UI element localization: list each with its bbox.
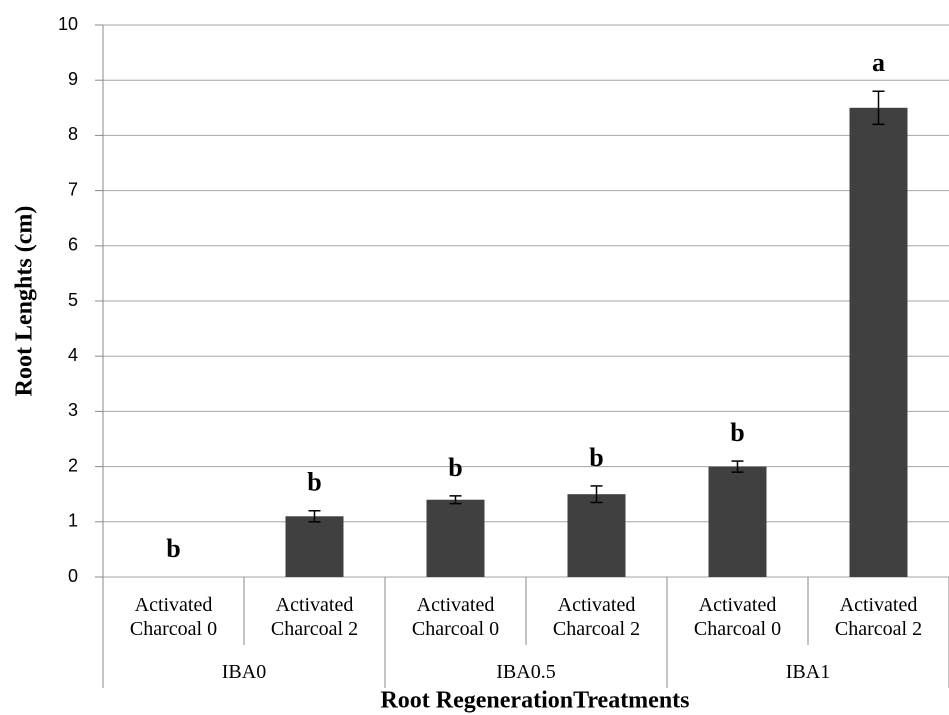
value-label: b [166,534,180,563]
error-bar [449,495,462,505]
y-axis-label: Root Lenghts (cm) [12,206,38,397]
value-label: b [448,453,462,482]
x-tick-label: Activated Charcoal 2 [834,594,923,640]
error-bar [590,485,603,504]
y-tick-label: 8 [68,124,78,144]
y-tick-label: 9 [68,69,78,89]
bar [849,107,908,578]
x-tick-label: Activated Charcoal 2 [270,594,359,640]
x-tick-label: Activated Charcoal 0 [129,594,218,640]
bar [708,466,767,577]
group-label: IBA1 [785,661,831,683]
y-tick-label: 4 [68,345,78,365]
y-tick-label: 5 [68,290,78,310]
y-tick-label: 1 [68,511,78,531]
x-axis-label: Root RegenerationTreatments [380,688,689,714]
y-tick-label: 6 [68,235,78,255]
x-tick-label: Activated Charcoal 2 [552,594,641,640]
x-tick-label: Activated Charcoal 0 [411,594,500,640]
y-tick-label: 3 [68,400,78,420]
y-tick-label: 2 [68,455,78,475]
error-bar [872,90,885,126]
x-tick-label: Activated Charcoal 0 [693,594,782,640]
error-bar [731,460,744,473]
group-label: IBA0.5 [496,661,556,683]
bar [567,494,626,577]
bar [285,516,344,577]
y-tick-label: 7 [68,179,78,199]
y-tick-label: 0 [68,566,78,586]
y-tick-label: 10 [58,14,78,34]
error-bar [308,510,321,523]
value-label: a [872,48,885,77]
value-label: b [730,418,744,447]
group-label: IBA0 [221,661,267,683]
value-label: b [589,443,603,472]
value-label: b [307,468,321,497]
bar [426,499,485,577]
